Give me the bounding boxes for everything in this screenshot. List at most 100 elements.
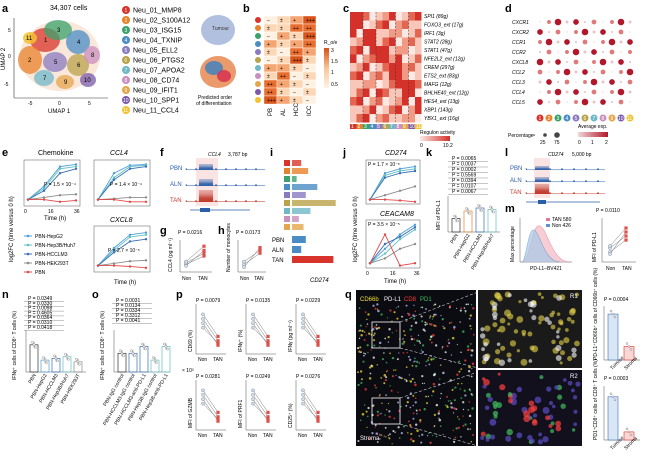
expression-dot xyxy=(618,59,624,65)
zoom-cell xyxy=(516,316,524,323)
zoom-cell xyxy=(481,347,485,352)
data-point xyxy=(609,309,613,313)
cluster-marker-number: 4 xyxy=(566,116,569,122)
gene-label: XBP1 (143g) xyxy=(423,108,453,114)
regulon-cell xyxy=(389,54,396,63)
cell-dot xyxy=(402,351,405,354)
cell-dot xyxy=(411,377,414,381)
cluster-marker xyxy=(581,114,589,122)
cell-dot xyxy=(421,350,424,354)
cell-dot xyxy=(375,327,379,330)
signal-track xyxy=(185,178,266,187)
series-line xyxy=(97,164,147,200)
pair-line xyxy=(302,327,319,344)
point-non xyxy=(251,388,255,393)
data-point xyxy=(613,315,617,319)
regulon-cell xyxy=(382,105,389,114)
cell-dot xyxy=(459,321,461,323)
expression-dot xyxy=(539,91,541,93)
regulon-cell xyxy=(408,71,415,80)
panel-a: a 34,307 cells 1 2 3 4 5 6 7 8 9 10 xyxy=(1,3,236,115)
cell-dot xyxy=(380,412,382,415)
data-point xyxy=(144,347,147,351)
x-tick: TAN xyxy=(263,433,273,439)
cell-dot xyxy=(409,380,413,383)
cell-dot xyxy=(397,401,400,404)
cell-dot xyxy=(416,413,418,415)
zoom-cell xyxy=(545,415,550,421)
roe-symbol: ++ xyxy=(306,26,312,32)
zoom-cell xyxy=(528,359,533,363)
regulon-cell xyxy=(415,54,422,63)
zoom-cell xyxy=(528,406,535,414)
cell-dot xyxy=(440,315,442,317)
cell-dot xyxy=(385,436,387,438)
expression-dot xyxy=(599,58,607,66)
series-line xyxy=(98,265,147,269)
p-value: P = 0.0003 xyxy=(604,376,628,382)
regulon-cell xyxy=(395,71,402,80)
cluster-marker-number: 5 xyxy=(575,116,578,122)
roe-symbol: ++ xyxy=(280,74,286,80)
gene-label: CCL2 xyxy=(512,70,525,76)
data-point xyxy=(465,207,468,210)
x-tick: Non xyxy=(198,357,207,363)
cell-dot xyxy=(425,360,428,363)
panel-f: f CCL4 3,787 bp PBN ALN TAN xyxy=(160,147,266,212)
point-tan xyxy=(258,251,262,255)
cell-dot xyxy=(426,322,428,324)
p-value: P = 0.0134 xyxy=(116,303,140,309)
regulon-cell xyxy=(402,20,409,29)
cell-dot xyxy=(460,351,462,354)
x-tick: TAN xyxy=(622,266,632,272)
regulon-cell xyxy=(408,63,415,72)
umap-label: 5 xyxy=(54,60,58,66)
zoom-cell xyxy=(529,309,533,313)
column-label: AL xyxy=(281,108,287,116)
zoom-cell xyxy=(560,403,566,409)
zoom-cell xyxy=(527,301,534,308)
cluster-bar-number: 11 xyxy=(416,124,421,130)
data-point xyxy=(65,355,69,358)
color-tick: 2 xyxy=(605,140,608,146)
roe-symbol: + xyxy=(293,18,296,24)
cell-dot xyxy=(463,307,466,309)
point-tan xyxy=(266,410,270,414)
series-point xyxy=(383,194,387,197)
cell-dot xyxy=(370,364,373,367)
panel-label-p: p xyxy=(176,289,183,301)
cell-dot xyxy=(459,309,462,312)
cell-dot xyxy=(388,415,391,418)
cluster-marker-number: 6 xyxy=(584,116,587,122)
cell-dot xyxy=(358,337,361,340)
point-tan xyxy=(258,246,262,250)
regulon-cell xyxy=(389,114,396,123)
zoom-cell xyxy=(479,333,486,339)
zoom-cell xyxy=(557,394,563,400)
regulon-cell xyxy=(395,12,402,21)
pair-line xyxy=(185,246,205,262)
roe-cell xyxy=(302,71,317,81)
regulon-cell xyxy=(363,46,370,55)
cell-dot xyxy=(412,417,415,420)
cluster-swatch xyxy=(284,208,290,214)
zoom-cell xyxy=(498,325,506,333)
expression-dot xyxy=(583,90,587,94)
point-non xyxy=(201,388,205,393)
zoom-cell xyxy=(560,350,566,356)
legend: PBN-HepG2 PBN-Hep3B/Huh7 PBN-HCCLM3 PBN-HEK… xyxy=(24,234,76,276)
cell-dot xyxy=(392,430,395,433)
cell-dot xyxy=(433,304,435,306)
expression-dot xyxy=(556,70,560,74)
p-value: P = 0.0334 xyxy=(116,308,140,314)
legend-title: Percentage xyxy=(508,133,534,139)
cell-dot xyxy=(468,317,471,320)
zoom-cell xyxy=(527,434,533,441)
cluster-bar xyxy=(389,124,396,129)
expression-dot xyxy=(573,19,579,25)
zoom-cell xyxy=(571,428,576,432)
zoom-cell xyxy=(532,300,537,305)
tumour-label: Tumour xyxy=(212,26,229,32)
roe-symbol: ± xyxy=(267,26,270,32)
